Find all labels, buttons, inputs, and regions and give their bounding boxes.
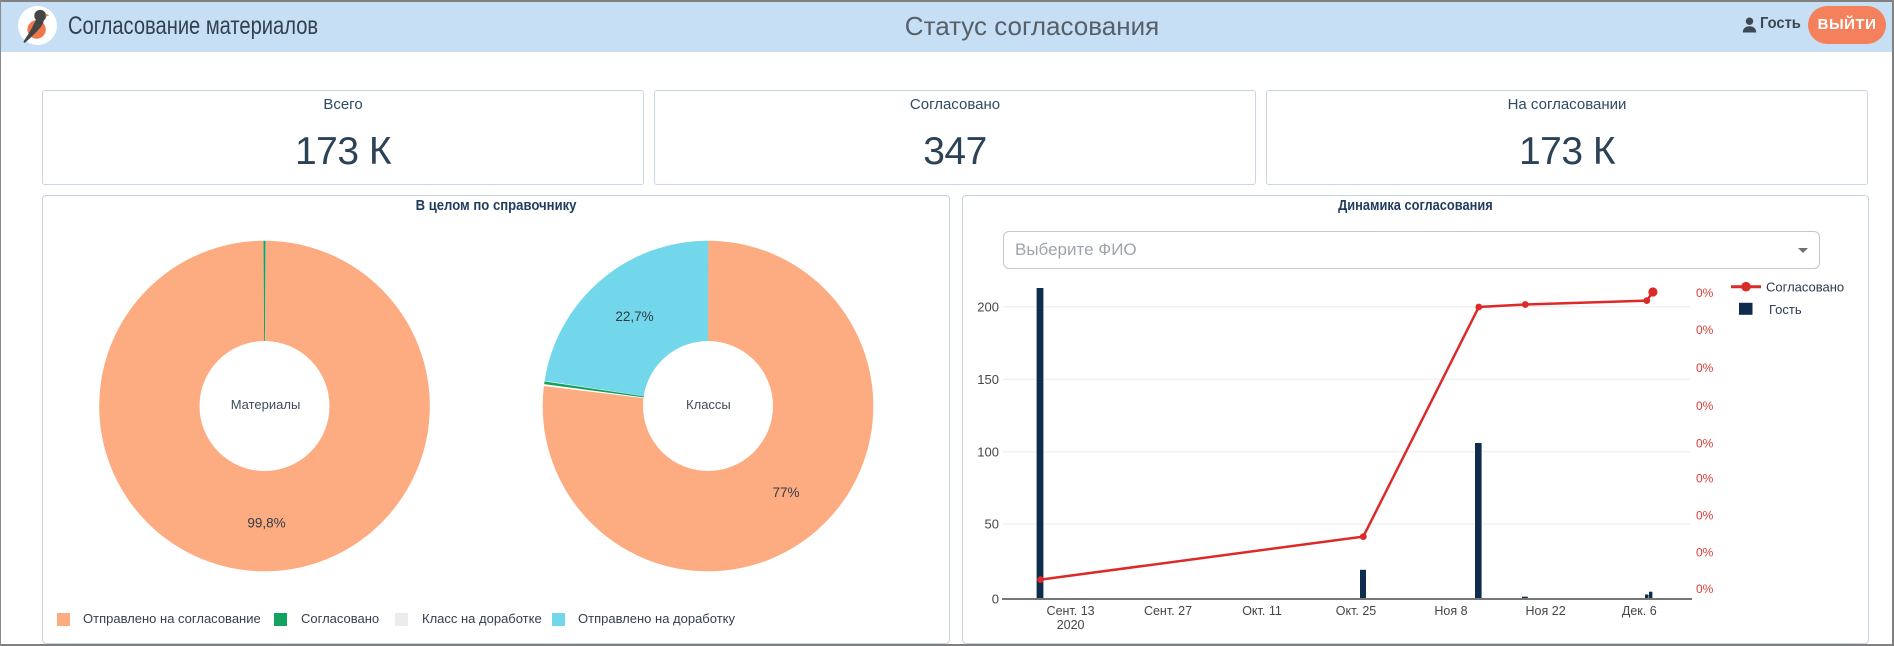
svg-text:0%: 0% [1696, 472, 1714, 486]
svg-text:100: 100 [977, 445, 999, 460]
svg-text:2020: 2020 [1057, 618, 1085, 632]
svg-text:0%: 0% [1696, 509, 1714, 523]
svg-text:Гость: Гость [1769, 302, 1802, 317]
svg-text:Дек. 6: Дек. 6 [1622, 604, 1657, 618]
svg-text:Материалы: Материалы [231, 397, 301, 412]
svg-text:Окт. 11: Окт. 11 [1242, 604, 1282, 618]
svg-text:Сент. 27: Сент. 27 [1144, 604, 1192, 618]
svg-text:150: 150 [977, 372, 999, 387]
svg-text:0%: 0% [1696, 286, 1714, 300]
svg-text:0%: 0% [1696, 399, 1714, 413]
svg-text:22,7%: 22,7% [615, 309, 653, 324]
svg-text:0%: 0% [1696, 323, 1714, 337]
svg-text:Ноя 22: Ноя 22 [1526, 604, 1566, 618]
svg-text:0%: 0% [1696, 361, 1714, 375]
svg-text:0%: 0% [1696, 545, 1714, 559]
svg-text:0%: 0% [1696, 582, 1714, 596]
svg-text:77%: 77% [772, 485, 799, 500]
svg-text:Окт. 25: Окт. 25 [1336, 604, 1377, 618]
svg-text:Сент. 13: Сент. 13 [1047, 604, 1095, 618]
svg-text:50: 50 [985, 517, 999, 532]
svg-text:Ноя 8: Ноя 8 [1434, 604, 1467, 618]
svg-text:0: 0 [992, 592, 999, 607]
svg-text:Согласовано: Согласовано [1766, 280, 1844, 295]
svg-text:0%: 0% [1696, 437, 1714, 451]
svg-text:200: 200 [977, 299, 999, 314]
svg-text:99,8%: 99,8% [247, 516, 285, 531]
svg-text:Классы: Классы [686, 397, 731, 412]
